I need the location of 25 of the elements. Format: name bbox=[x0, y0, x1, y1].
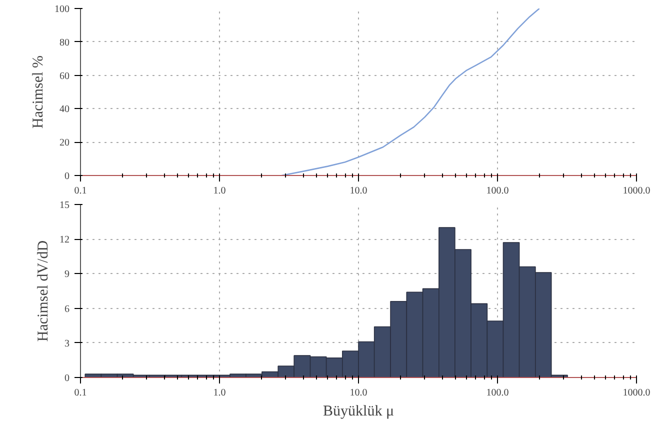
y-tick-label: 15 bbox=[60, 200, 70, 211]
y-tick-label: 60 bbox=[60, 70, 70, 82]
y-tick-label: 0 bbox=[64, 373, 70, 384]
x-tick-label: 100.0 bbox=[486, 388, 509, 398]
y-axis-title: Hacimsel % bbox=[30, 56, 46, 128]
y-tick-label: 12 bbox=[60, 234, 70, 246]
y-tick-label: 9 bbox=[64, 269, 70, 280]
x-tick-label: 1.0 bbox=[213, 186, 226, 196]
x-tick-label: 10.0 bbox=[350, 388, 368, 398]
y-tick-label: 80 bbox=[60, 37, 70, 48]
x-tick-label: 1000.0 bbox=[622, 186, 650, 196]
y-tick-label: 20 bbox=[60, 138, 70, 149]
x-tick-label: 0.1 bbox=[74, 186, 87, 196]
x-tick-label: 1000.0 bbox=[622, 388, 650, 398]
y-axis-title: Hacimsel dV/dD bbox=[36, 240, 52, 342]
x-tick-label: 1.0 bbox=[213, 388, 226, 398]
y-tick-label: 0 bbox=[64, 171, 70, 182]
y-tick-label: 100 bbox=[54, 4, 70, 15]
x-tick-label: 10.0 bbox=[350, 186, 368, 196]
y-tick-label: 3 bbox=[64, 338, 70, 350]
x-tick-label: 100.0 bbox=[486, 186, 509, 196]
y-tick-label: 6 bbox=[64, 304, 70, 315]
x-tick-label: 0.1 bbox=[74, 388, 87, 398]
y-tick-label: 40 bbox=[60, 104, 70, 116]
x-axis-title: Büyüklük μ bbox=[323, 404, 394, 420]
